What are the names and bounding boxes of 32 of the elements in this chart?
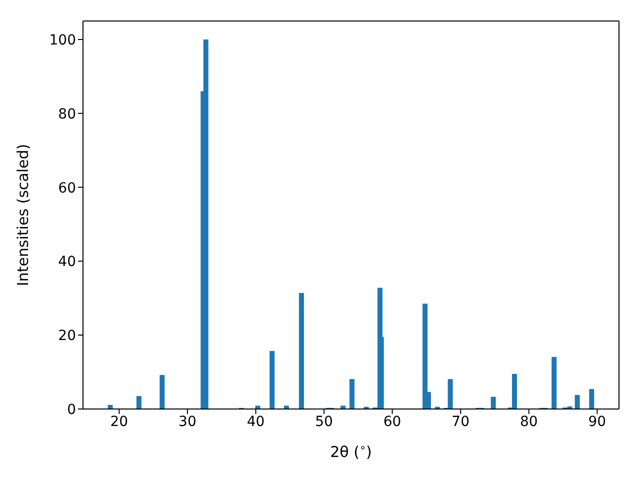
y-tick-label: 0: [67, 402, 76, 418]
bar: [284, 406, 289, 409]
x-tick-label: 20: [110, 414, 128, 430]
bar: [589, 389, 594, 409]
y-axis-title: Intensities (scaled): [14, 144, 32, 286]
x-tick-label: 40: [246, 414, 265, 430]
x-tick-label: 30: [178, 414, 196, 430]
bar: [490, 396, 496, 409]
x-tick-label: 90: [588, 414, 606, 430]
y-tick-label: 20: [58, 328, 76, 344]
y-tick-label: 100: [49, 32, 76, 48]
bar: [255, 406, 260, 409]
x-tick-label: 70: [452, 414, 470, 430]
bar: [340, 406, 346, 409]
y-tick-label: 60: [58, 180, 76, 196]
x-tick-label: 60: [383, 414, 402, 430]
bar: [552, 356, 557, 409]
bar: [448, 379, 453, 409]
bar: [160, 375, 165, 409]
x-tick-label: 50: [315, 414, 333, 430]
bar: [512, 374, 517, 409]
y-tick-label: 80: [58, 106, 76, 122]
x-tick-label: 80: [520, 414, 538, 430]
bar: [574, 394, 580, 409]
bar: [136, 396, 142, 409]
bar: [203, 39, 208, 409]
y-tick-label: 40: [58, 254, 76, 270]
bar: [349, 379, 354, 409]
x-axis-title: 2θ ($^{∘}$): [330, 442, 372, 461]
bar: [298, 292, 304, 409]
bar: [270, 350, 275, 409]
bar: [422, 304, 428, 409]
